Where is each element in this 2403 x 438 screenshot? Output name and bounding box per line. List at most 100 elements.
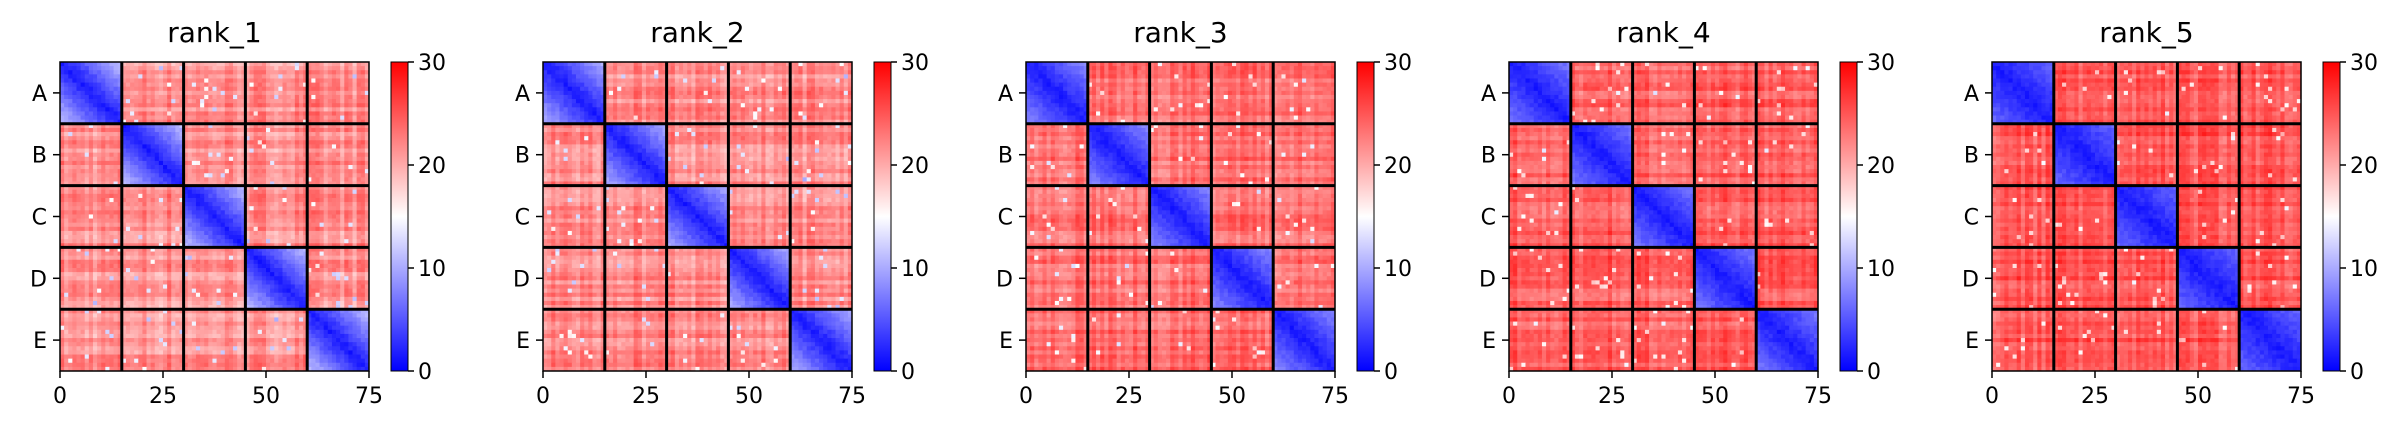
heatmap-cell (208, 157, 213, 162)
heatmap-cell (130, 87, 135, 92)
heatmap-cell (85, 219, 90, 224)
heatmap-cell (311, 297, 316, 302)
heatmap-cell (130, 284, 135, 289)
heatmap-cell (212, 99, 217, 104)
heatmap-cell (328, 83, 333, 88)
heatmap-cell (97, 198, 102, 203)
heatmap-cell (348, 326, 353, 331)
heatmap-cell (278, 256, 283, 261)
heatmap-cell (348, 99, 353, 104)
heatmap-cell (221, 169, 226, 174)
heatmap-cell (89, 99, 94, 104)
heatmap-cell (233, 264, 238, 269)
heatmap-cell (274, 272, 279, 277)
heatmap-cell (76, 198, 81, 203)
heatmap-cell (101, 280, 106, 285)
heatmap-cell (328, 149, 333, 154)
heatmap-cell (254, 317, 259, 322)
heatmap-cell (192, 149, 197, 154)
heatmap-cell (200, 66, 205, 71)
heatmap-cell (109, 128, 114, 133)
heatmap-cell (142, 132, 147, 137)
heatmap-cell (151, 334, 156, 339)
heatmap-cell (175, 83, 180, 88)
heatmap-cell (282, 111, 287, 116)
heatmap-cell (114, 103, 119, 108)
heatmap-cell (81, 165, 86, 170)
heatmap-cell (147, 165, 152, 170)
heatmap-cell (250, 210, 255, 215)
heatmap-cell (155, 144, 160, 149)
heatmap-cell (130, 78, 135, 83)
heatmap-cell (254, 66, 259, 71)
heatmap-cell (171, 144, 176, 149)
heatmap-cell (64, 169, 69, 174)
heatmap-cell (237, 128, 242, 133)
heatmap-cell (225, 190, 230, 195)
heatmap-cell (217, 149, 222, 154)
heatmap-cell (270, 128, 275, 133)
heatmap-cell (85, 239, 90, 244)
heatmap-cell (192, 169, 197, 174)
heatmap-cell (163, 268, 168, 273)
heatmap-cell (229, 252, 234, 257)
heatmap-cell (344, 136, 349, 141)
heatmap-cell (225, 317, 230, 322)
heatmap-cell (142, 74, 147, 79)
heatmap-cell (353, 330, 358, 335)
heatmap-cell (114, 252, 119, 257)
heatmap-cell (76, 313, 81, 318)
heatmap-cell (287, 169, 292, 174)
heatmap-cell (188, 132, 193, 137)
heatmap-cell (262, 194, 267, 199)
heatmap-cell (237, 334, 242, 339)
heatmap-cell (311, 128, 316, 133)
heatmap-cell (130, 66, 135, 71)
heatmap-cell (155, 210, 160, 215)
heatmap-cell (357, 330, 362, 335)
heatmap-cell (324, 317, 329, 322)
heatmap-cell (291, 103, 296, 108)
heatmap-cell (336, 206, 341, 211)
heatmap-cell (76, 322, 81, 327)
heatmap-cell (163, 111, 168, 116)
heatmap-cell (250, 140, 255, 145)
heatmap-cell (192, 239, 197, 244)
heatmap-cell (332, 190, 337, 195)
heatmap-cell (142, 161, 147, 166)
heatmap-cell (254, 132, 259, 137)
heatmap-cell (336, 268, 341, 273)
heatmap-cell (101, 260, 106, 265)
heatmap-cell (291, 219, 296, 224)
heatmap-cell (163, 132, 168, 137)
heatmap-cell (254, 153, 259, 158)
heatmap-cell (155, 330, 160, 335)
heatmap-cell (328, 136, 333, 141)
heatmap-cell (109, 169, 114, 174)
heatmap-cell (262, 107, 267, 112)
heatmap-cell (361, 140, 366, 145)
heatmap-cell (163, 260, 168, 265)
heatmap-cell (142, 153, 147, 158)
heatmap-cell (93, 231, 98, 236)
heatmap-cell (291, 128, 296, 133)
heatmap-cell (175, 268, 180, 273)
heatmap-cell (155, 239, 160, 244)
heatmap-cell (85, 260, 90, 265)
heatmap-cell (237, 70, 242, 75)
heatmap-cell (105, 78, 110, 83)
heatmap-cell (299, 235, 304, 240)
heatmap-cell (250, 116, 255, 121)
heatmap-cell (72, 272, 77, 277)
heatmap-cell (344, 153, 349, 158)
heatmap-cell (348, 103, 353, 108)
heatmap-cell (171, 219, 176, 224)
heatmap-cell (175, 140, 180, 145)
heatmap-cell (229, 153, 234, 158)
heatmap-cell (89, 330, 94, 335)
heatmap-cell (270, 264, 275, 269)
heatmap-cell (76, 227, 81, 232)
heatmap-cell (324, 190, 329, 195)
heatmap-cell (109, 330, 114, 335)
heatmap-cell (225, 83, 230, 88)
